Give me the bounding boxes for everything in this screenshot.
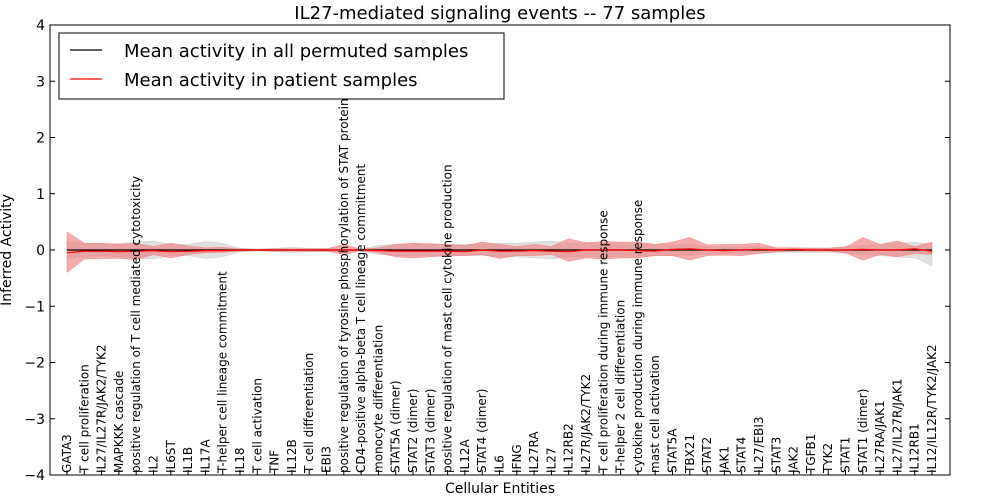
x-tick-label: IL12RB1: [908, 423, 922, 473]
x-tick-label: T cell differentiation: [302, 353, 316, 474]
x-tick-label: IL27/EBI3: [752, 416, 766, 473]
legend-label-permuted: Mean activity in all permuted samples: [124, 41, 468, 62]
x-tick-label: TBX21: [683, 434, 697, 474]
x-tick-label: EBI3: [320, 446, 334, 473]
x-tick-label: IL1B: [181, 447, 195, 473]
x-tick-label: IL12RB2: [562, 423, 576, 473]
y-tick-label: 2: [36, 131, 45, 147]
x-tick-label: cytokine production during immune respon…: [631, 200, 645, 473]
x-tick-label: IL6ST: [164, 440, 178, 473]
series-line-1: [66, 248, 933, 254]
x-tick-label: T cell activation: [250, 378, 264, 474]
line-layer: [66, 248, 933, 254]
y-tick-label: −4: [24, 468, 45, 484]
x-tick-label: T-helper 2 cell differentiation: [614, 300, 628, 474]
y-tick-label: 1: [36, 187, 45, 203]
legend-label-patient: Mean activity in patient samples: [124, 70, 418, 91]
x-tick-label: STAT2 (dimer): [406, 389, 420, 473]
x-tick-label: IL27: [544, 448, 558, 474]
x-tick-label: mast cell activation: [648, 355, 662, 473]
x-tick-label: TNF: [268, 450, 282, 474]
x-tick-label: T cell proliferation during immune respo…: [596, 210, 610, 474]
x-tick-label: positive regulation of mast cell cytokin…: [441, 164, 455, 473]
x-tick-label: JAK2: [787, 446, 801, 474]
x-tick-label: CD4-positive alpha-beta T cell lineage c…: [354, 164, 368, 473]
x-tick-label: STAT1: [839, 437, 853, 473]
x-tick-label: STAT5A: [666, 428, 680, 473]
y-axis: −4 −3 −2 −1 0 1 2 3 4: [24, 18, 950, 484]
x-tick-label: IL27RA: [527, 431, 541, 473]
y-tick-label: 4: [36, 18, 45, 34]
x-tick-label: STAT1 (dimer): [856, 389, 870, 473]
x-tick-label: IL17A: [198, 439, 212, 473]
x-tick-label: MAPKKK cascade: [112, 371, 126, 473]
legend-box: [58, 32, 505, 100]
y-tick-label: 3: [36, 74, 45, 90]
x-tick-label: T cell proliferation: [77, 364, 91, 474]
x-tick-label: IL12A: [458, 439, 472, 473]
y-tick-label: 0: [36, 243, 45, 259]
x-tick-label: IL27R/JAK2/TYK2: [579, 374, 593, 473]
x-axis-label: Cellular Entities: [445, 481, 555, 497]
y-axis-label: Inferred Activity: [0, 194, 15, 306]
x-tick-label: IL18: [233, 448, 247, 474]
x-tick-label: STAT4 (dimer): [475, 389, 489, 473]
x-tick-label: JAK1: [717, 446, 731, 474]
x-tick-label: IL6: [493, 455, 507, 473]
x-tick-label: TYK2: [821, 443, 835, 474]
x-tick-label: IL12B: [285, 439, 299, 473]
x-axis: GATA3 T cell proliferation IL27/IL27R/JAK2…: [60, 98, 939, 475]
x-tick-label: positive regulation of tyrosine phosphor…: [337, 98, 351, 473]
y-tick-label: −3: [24, 412, 45, 428]
x-tick-label: STAT3: [769, 437, 783, 473]
legend: Mean activity in all permuted samples Me…: [58, 32, 505, 100]
x-tick-label: monocyte differentiation: [371, 325, 385, 473]
x-tick-label: IL27/IL27R/JAK1: [890, 379, 904, 473]
x-tick-label: T-helper cell lineage commitment: [216, 271, 230, 474]
x-tick-label: TGFB1: [804, 434, 818, 474]
x-tick-label: IL27RA/JAK1: [873, 400, 887, 473]
x-tick-label: positive regulation of T cell mediated c…: [129, 176, 143, 473]
x-tick-label: IL2: [147, 455, 161, 473]
x-tick-label: IL12/IL12R/TYK2/JAK2: [925, 344, 939, 473]
y-tick-label: −1: [24, 299, 45, 315]
x-tick-label: STAT3 (dimer): [423, 389, 437, 473]
x-tick-label: STAT4: [735, 437, 749, 473]
x-tick-label: IL27/IL27R/JAK2/TYK2: [95, 344, 109, 473]
x-tick-label: GATA3: [60, 434, 74, 473]
chart-title: IL27-mediated signaling events -- 77 sam…: [294, 3, 705, 24]
y-tick-label: −2: [24, 356, 45, 372]
x-tick-label: IFNG: [510, 444, 524, 473]
x-tick-label: STAT5A (dimer): [389, 380, 403, 473]
x-tick-label: STAT2: [700, 437, 714, 473]
